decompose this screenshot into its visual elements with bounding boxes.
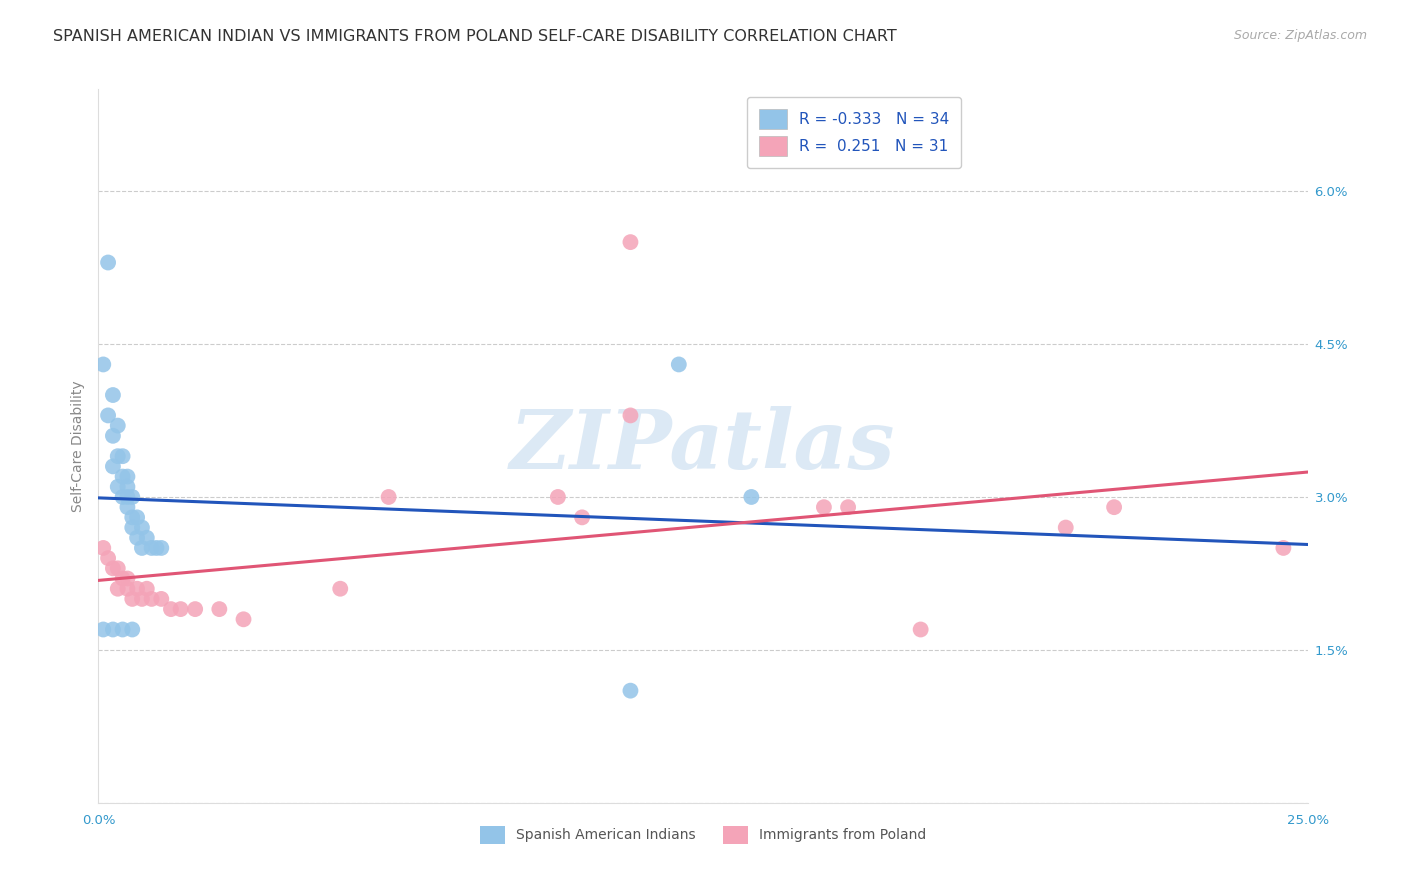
- Point: [117, 469, 139, 483]
- Point: [101, 561, 124, 575]
- Point: [91, 541, 114, 555]
- Point: [117, 480, 139, 494]
- Point: [121, 623, 143, 637]
- Point: [101, 388, 124, 402]
- Point: [97, 551, 120, 566]
- Point: [121, 490, 143, 504]
- Point: [150, 591, 173, 606]
- Point: [160, 602, 183, 616]
- Text: ZIPatlas: ZIPatlas: [510, 406, 896, 486]
- Point: [668, 358, 690, 372]
- Text: SPANISH AMERICAN INDIAN VS IMMIGRANTS FROM POLAND SELF-CARE DISABILITY CORRELATI: SPANISH AMERICAN INDIAN VS IMMIGRANTS FR…: [53, 29, 897, 44]
- Point: [169, 602, 191, 616]
- Point: [111, 572, 134, 586]
- Point: [121, 510, 143, 524]
- Point: [837, 500, 859, 515]
- Point: [107, 561, 129, 575]
- Point: [141, 591, 163, 606]
- Point: [111, 469, 134, 483]
- Point: [208, 602, 231, 616]
- Point: [740, 490, 762, 504]
- Point: [547, 490, 569, 504]
- Point: [91, 623, 114, 637]
- Point: [117, 500, 139, 515]
- Point: [131, 591, 153, 606]
- Legend: Spanish American Indians, Immigrants from Poland: Spanish American Indians, Immigrants fro…: [474, 821, 932, 849]
- Point: [107, 582, 129, 596]
- Point: [121, 520, 143, 534]
- Point: [101, 459, 124, 474]
- Point: [97, 255, 120, 269]
- Point: [127, 531, 149, 545]
- Point: [184, 602, 207, 616]
- Point: [117, 582, 139, 596]
- Text: Source: ZipAtlas.com: Source: ZipAtlas.com: [1233, 29, 1367, 42]
- Point: [131, 520, 153, 534]
- Point: [107, 418, 129, 433]
- Point: [127, 582, 149, 596]
- Point: [135, 531, 157, 545]
- Point: [150, 541, 173, 555]
- Point: [107, 449, 129, 463]
- Point: [111, 623, 134, 637]
- Point: [127, 510, 149, 524]
- Point: [619, 409, 641, 423]
- Point: [377, 490, 399, 504]
- Point: [111, 490, 134, 504]
- Point: [135, 582, 157, 596]
- Point: [91, 358, 114, 372]
- Point: [1054, 520, 1077, 534]
- Point: [107, 480, 129, 494]
- Point: [117, 572, 139, 586]
- Point: [145, 541, 167, 555]
- Point: [117, 490, 139, 504]
- Point: [329, 582, 352, 596]
- Point: [97, 409, 120, 423]
- Point: [101, 429, 124, 443]
- Point: [232, 612, 254, 626]
- Y-axis label: Self-Care Disability: Self-Care Disability: [70, 380, 84, 512]
- Point: [101, 623, 124, 637]
- Point: [910, 623, 932, 637]
- Point: [131, 541, 153, 555]
- Point: [1102, 500, 1125, 515]
- Point: [571, 510, 593, 524]
- Point: [619, 235, 641, 249]
- Point: [111, 449, 134, 463]
- Point: [1272, 541, 1295, 555]
- Point: [619, 683, 641, 698]
- Point: [121, 591, 143, 606]
- Point: [141, 541, 163, 555]
- Point: [813, 500, 835, 515]
